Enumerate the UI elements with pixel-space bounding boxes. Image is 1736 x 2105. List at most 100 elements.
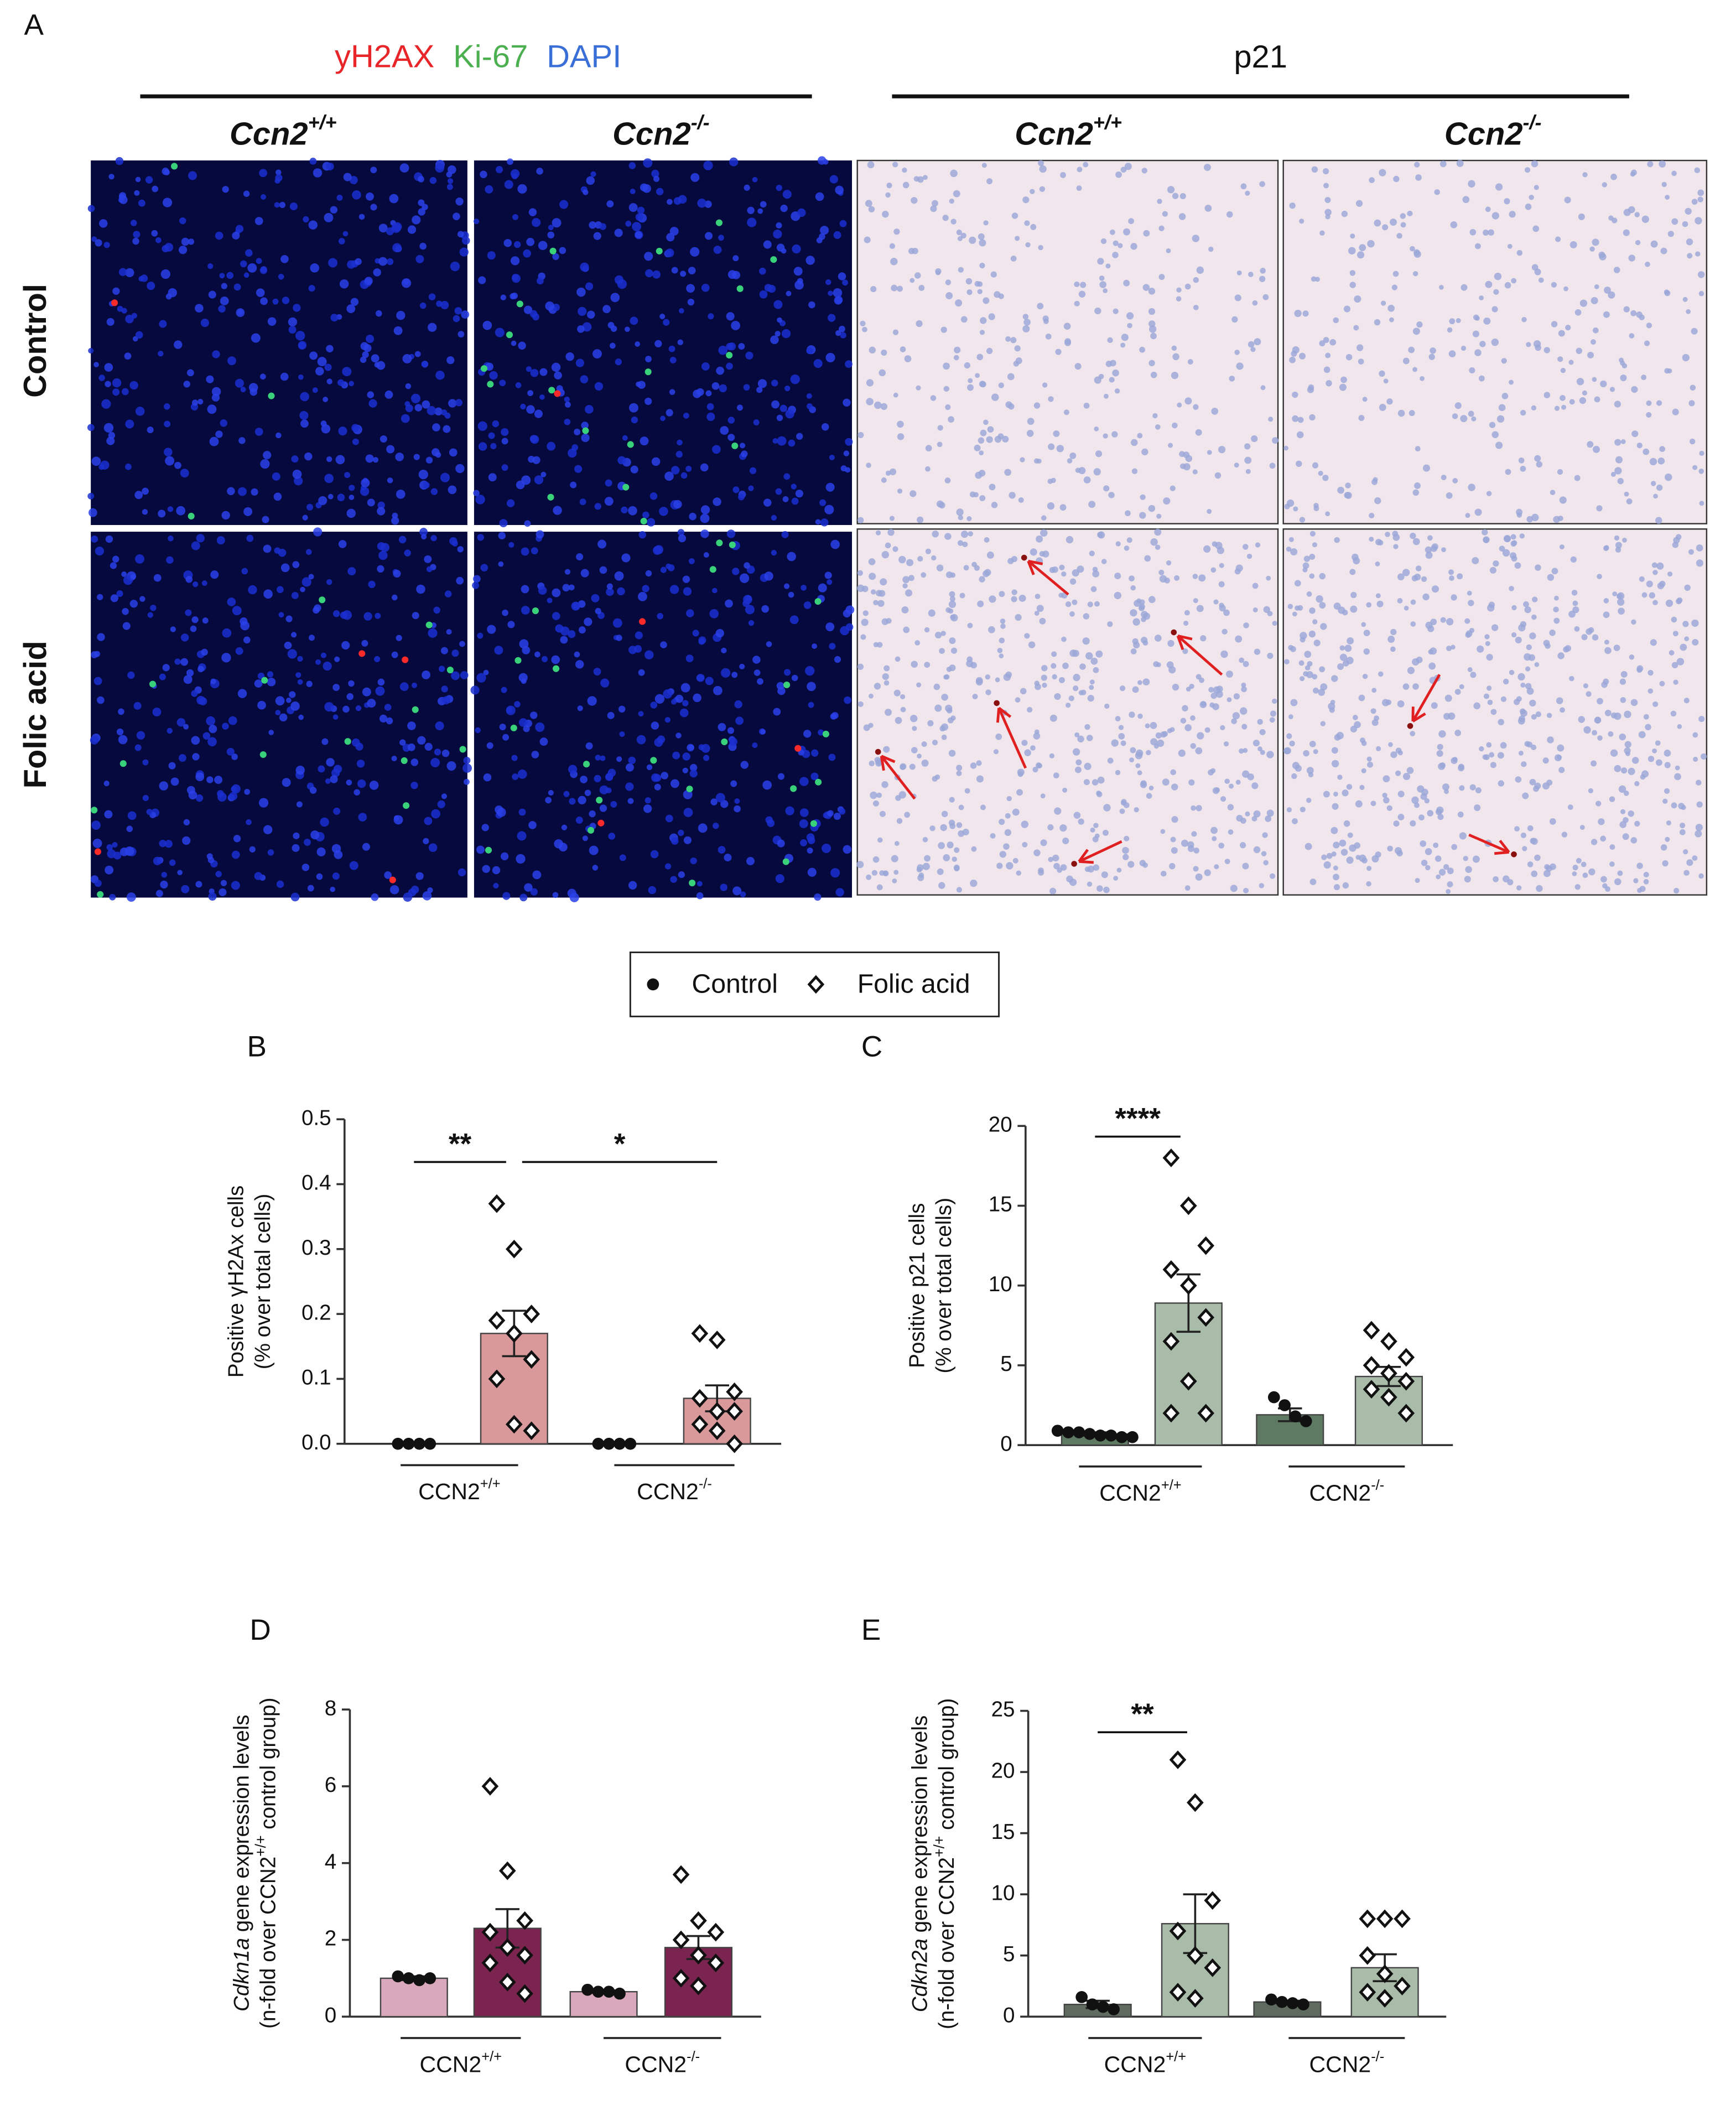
nucleus	[153, 856, 162, 865]
nucleus	[547, 441, 556, 451]
nucleus	[703, 552, 709, 558]
nucleus	[1698, 469, 1704, 474]
nucleus	[1542, 782, 1550, 790]
nucleus	[642, 184, 651, 193]
nucleus	[1579, 825, 1585, 830]
nucleus	[182, 836, 191, 845]
p21-cell	[1171, 629, 1177, 636]
nucleus	[941, 693, 948, 701]
nucleus	[1124, 835, 1130, 841]
nucleus	[687, 744, 694, 752]
nucleus	[1103, 485, 1110, 492]
nucleus	[1146, 793, 1152, 799]
nucleus	[1400, 213, 1406, 219]
nucleus	[511, 755, 518, 761]
nucleus	[506, 499, 515, 507]
nucleus	[667, 199, 673, 205]
nucleus	[186, 786, 195, 794]
nucleus	[1646, 400, 1652, 406]
nucleus	[1604, 709, 1612, 716]
nucleus	[523, 249, 531, 258]
nucleus	[212, 350, 220, 358]
nucleus	[386, 717, 393, 725]
data-point	[523, 1350, 540, 1369]
nucleus	[360, 342, 369, 350]
nucleus	[1516, 250, 1523, 256]
data-point	[691, 1389, 709, 1408]
nucleus	[590, 171, 596, 177]
nucleus	[191, 541, 200, 550]
nucleus	[495, 328, 505, 337]
nucleus	[1139, 860, 1146, 866]
nucleus	[1652, 570, 1658, 575]
nucleus	[1343, 305, 1351, 313]
nucleus	[1397, 409, 1405, 417]
nucleus	[1187, 845, 1194, 853]
ki67-spot	[268, 392, 275, 399]
nucleus	[1378, 539, 1384, 546]
nucleus	[874, 757, 881, 763]
nucleus	[1346, 784, 1353, 790]
nucleus	[1655, 759, 1662, 766]
nucleus	[1376, 600, 1384, 607]
p21-cell	[994, 700, 1000, 706]
nucleus	[238, 437, 246, 444]
nucleus	[909, 278, 915, 283]
nucleus	[1123, 228, 1130, 236]
x-category-label-base: CCN2	[420, 2051, 482, 2077]
nucleus	[1356, 344, 1364, 351]
nucleus	[1574, 475, 1581, 481]
nucleus	[115, 157, 124, 165]
nucleus	[158, 510, 166, 518]
nucleus	[1214, 864, 1219, 870]
nucleus	[180, 633, 189, 642]
nucleus	[1066, 875, 1073, 883]
nucleus	[126, 892, 136, 902]
nucleus	[1500, 742, 1507, 749]
nucleus	[1130, 747, 1136, 753]
nucleus	[209, 436, 219, 446]
nucleus	[671, 267, 678, 274]
nucleus	[746, 857, 755, 866]
nucleus	[323, 661, 332, 671]
nucleus	[298, 374, 304, 380]
nucleus	[1290, 699, 1298, 706]
nucleus	[1318, 689, 1326, 696]
nucleus	[1650, 639, 1657, 646]
nucleus	[1119, 685, 1126, 692]
nucleus	[164, 448, 173, 456]
nucleus	[630, 465, 638, 474]
nucleus	[206, 375, 214, 383]
nucleus	[990, 833, 996, 839]
nucleus	[427, 887, 433, 893]
nucleus	[507, 158, 513, 165]
nucleus	[1534, 455, 1541, 462]
nucleus	[1495, 441, 1503, 449]
nucleus	[897, 488, 903, 494]
nucleus	[833, 231, 841, 239]
nucleus	[1107, 757, 1114, 764]
nucleus	[552, 892, 559, 898]
nucleus	[690, 763, 698, 772]
nucleus	[1532, 596, 1538, 602]
nucleus	[1308, 630, 1316, 638]
nucleus	[1383, 378, 1389, 384]
nucleus	[1493, 289, 1499, 295]
nucleus	[243, 190, 250, 197]
nucleus	[1005, 671, 1012, 678]
nucleus	[1362, 397, 1368, 402]
nucleus	[455, 464, 465, 474]
nucleus	[1664, 788, 1670, 794]
nucleus	[207, 737, 217, 747]
nucleus	[153, 574, 162, 582]
nucleus	[1309, 740, 1316, 747]
nucleus	[500, 852, 509, 861]
nucleus	[296, 801, 303, 808]
nucleus	[87, 205, 95, 212]
nucleus	[407, 743, 415, 751]
nucleus	[495, 805, 503, 814]
nucleus	[1397, 700, 1405, 708]
nucleus	[700, 529, 709, 538]
nucleus	[290, 892, 300, 902]
ki67-spot	[401, 757, 408, 764]
